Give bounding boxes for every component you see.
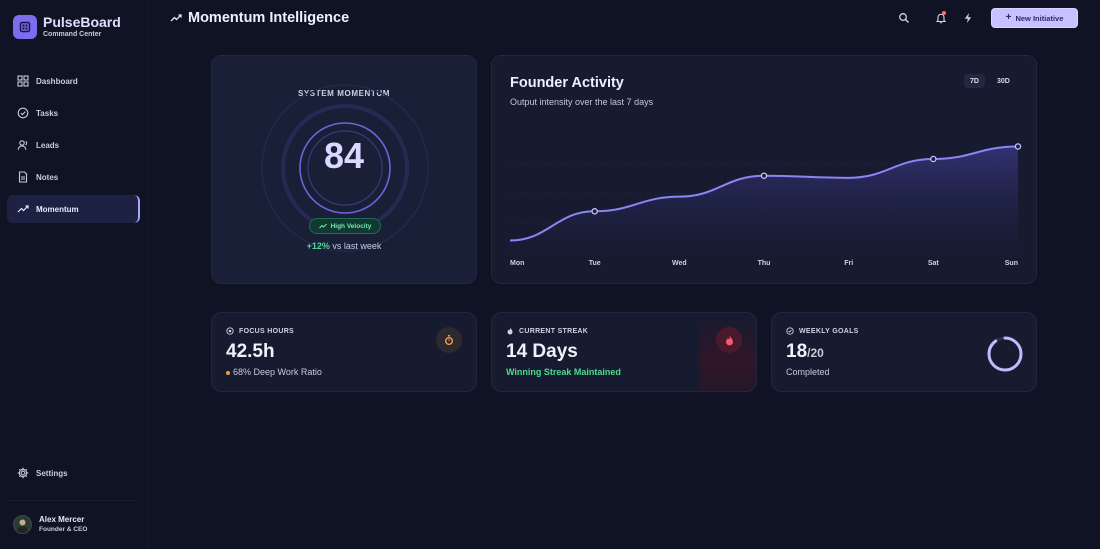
streak-sub: Winning Streak Maintained <box>506 367 621 377</box>
trend-icon <box>17 205 29 213</box>
momentum-value: 84 <box>323 135 365 176</box>
focus-hours-label-text: FOCUS HOURS <box>239 327 295 335</box>
x-tick-label-sat: Sat <box>928 260 940 267</box>
momentum-card: SYSTEM MOMENTUM 84 High Velocity +12% vs… <box>211 55 477 284</box>
trend-icon <box>318 223 327 229</box>
streak-label-text: CURRENT STREAK <box>519 327 589 335</box>
plus-icon: + <box>1005 12 1012 23</box>
chart-point-tue <box>591 208 598 215</box>
chart-area <box>510 146 1018 251</box>
goals-value-denom: /20 <box>807 346 824 360</box>
users-icon <box>17 140 28 150</box>
brand-logo-icon <box>13 15 37 39</box>
sidebar-item-label: Momentum <box>36 204 79 214</box>
sidebar-item-label: Leads <box>36 140 60 150</box>
user-profile[interactable]: Alex Mercer Founder & CEO <box>13 515 87 534</box>
flame-icon <box>507 327 513 335</box>
trend-icon <box>170 14 182 22</box>
sidebar-item-settings[interactable]: Settings <box>7 459 140 487</box>
momentum-change-pct: +12% <box>306 241 330 251</box>
goals-value-num: 18 <box>786 341 808 362</box>
momentum-change: +12% vs last week <box>212 241 476 251</box>
streak-label: CURRENT STREAK <box>506 327 588 335</box>
brand-subtitle: Command Center <box>43 31 102 38</box>
momentum-label: SYSTEM MOMENTUM <box>297 89 391 98</box>
momentum-change-text: vs last week <box>329 241 382 251</box>
goals-progress-ring <box>987 336 1023 372</box>
sidebar: PulseBoard Command Center Dashboard Task… <box>0 0 148 549</box>
notification-dot <box>942 11 946 15</box>
user-name: Alex Mercer <box>39 515 85 524</box>
new-initiative-button[interactable]: + New Initiative <box>991 8 1078 28</box>
avatar <box>13 515 32 534</box>
sidebar-item-label: Dashboard <box>36 76 78 86</box>
chart-point-thu <box>760 172 768 179</box>
user-role: Founder & CEO <box>39 526 88 533</box>
x-tick-label-mon: Mon <box>510 260 524 267</box>
sidebar-divider <box>10 500 136 501</box>
lightning-icon[interactable] <box>962 12 974 24</box>
focus-hours-sub: 68% Deep Work Ratio <box>226 367 322 377</box>
dashboard-icon <box>17 75 29 87</box>
sidebar-item-leads[interactable]: Leads <box>7 131 140 159</box>
bell-icon[interactable] <box>935 12 947 24</box>
page-title-text: Momentum Intelligence <box>188 10 350 26</box>
sidebar-item-label: Tasks <box>36 108 59 118</box>
range-30d-button[interactable]: 30D <box>997 77 1010 85</box>
x-tick-label-thu: Thu <box>758 260 771 267</box>
new-initiative-label: New Initiative <box>1015 13 1064 23</box>
status-badge: High Velocity <box>309 218 381 234</box>
range-7d-button[interactable]: 7D <box>964 74 985 88</box>
chart-point-sat <box>930 155 937 163</box>
document-icon <box>18 171 28 183</box>
activity-title: Founder Activity <box>510 75 624 91</box>
focus-hours-label: FOCUS HOURS <box>226 327 294 335</box>
gear-icon <box>17 467 29 479</box>
focus-hours-value: 42.5h <box>226 341 275 362</box>
focus-hours-sub-text: 68% Deep Work Ratio <box>233 367 322 377</box>
goals-card: WEEKLY GOALS 18/20 Completed <box>771 312 1037 392</box>
settings-label: Settings <box>36 468 68 478</box>
activity-card: Founder Activity Output intensity over t… <box>491 55 1037 284</box>
sidebar-item-momentum[interactable]: Momentum <box>7 195 140 223</box>
search-icon[interactable] <box>898 12 910 24</box>
goals-sub: Completed <box>786 367 830 377</box>
goals-label-text: WEEKLY GOALS <box>799 327 859 335</box>
stopwatch-icon <box>436 327 462 353</box>
x-tick-label-wed: Wed <box>672 260 687 267</box>
x-tick-label-tue: Tue <box>589 260 601 267</box>
sidebar-nav: Dashboard Tasks Leads Notes Momentum <box>7 67 140 227</box>
page-title: Momentum Intelligence <box>170 10 349 26</box>
sidebar-item-label: Notes <box>36 172 59 182</box>
chart-point-sun <box>1014 143 1022 150</box>
status-dot <box>226 370 230 375</box>
focus-hours-card: FOCUS HOURS 42.5h 68% Deep Work Ratio <box>211 312 477 392</box>
activity-subtitle: Output intensity over the last 7 days <box>510 97 654 107</box>
brand-name: PulseBoard <box>43 14 121 30</box>
check-circle-icon <box>17 107 29 119</box>
status-badge-label: High Velocity <box>330 222 372 230</box>
target-icon <box>226 327 234 335</box>
goals-value: 18/20 <box>786 341 824 363</box>
x-tick-label-fri: Fri <box>844 260 853 267</box>
streak-value: 14 Days <box>506 341 578 362</box>
streak-card: CURRENT STREAK 14 Days Winning Streak Ma… <box>491 312 757 392</box>
activity-chart: Mon Tue Wed Thu Fri Sat Sun <box>509 143 1022 267</box>
brand[interactable]: PulseBoard Command Center <box>13 15 121 39</box>
x-tick-label-sun: Sun <box>1005 260 1018 267</box>
goals-label: WEEKLY GOALS <box>786 327 859 335</box>
check-circle-icon <box>786 327 794 335</box>
momentum-ring <box>261 84 429 252</box>
fire-icon <box>716 327 742 353</box>
sidebar-item-dashboard[interactable]: Dashboard <box>7 67 140 95</box>
sidebar-item-tasks[interactable]: Tasks <box>7 99 140 127</box>
sidebar-item-notes[interactable]: Notes <box>7 163 140 191</box>
